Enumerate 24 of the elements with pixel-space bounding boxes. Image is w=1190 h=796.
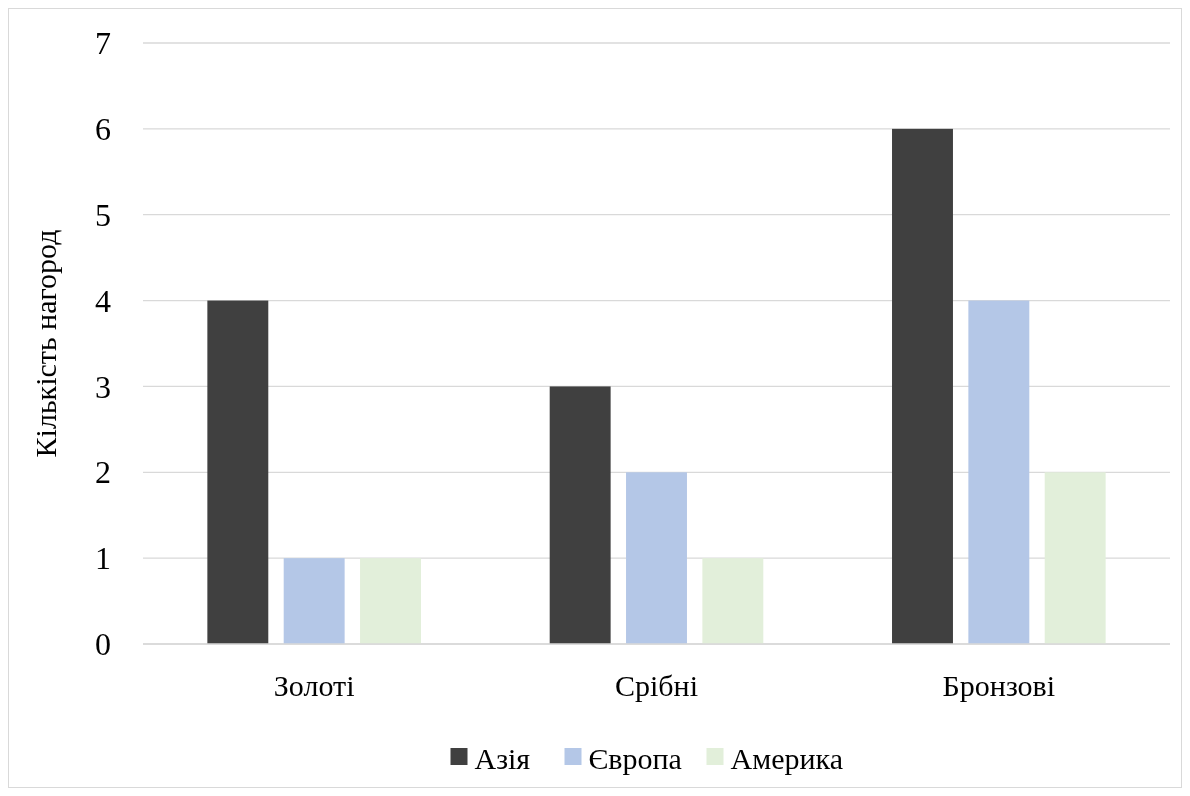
legend-label: Азія <box>474 741 531 775</box>
bar <box>892 128 953 644</box>
legend-label: Європа <box>588 741 682 775</box>
x-tick-label: Золоті <box>273 669 355 702</box>
bar <box>1044 472 1106 644</box>
y-tick-label: 1 <box>95 540 111 577</box>
bar <box>626 472 687 644</box>
y-tick-label: 7 <box>95 25 111 62</box>
x-tick-label: Бронзові <box>942 669 1056 702</box>
x-tick-label: Срібні <box>615 669 698 702</box>
bar <box>549 386 611 644</box>
bar <box>968 300 1030 644</box>
legend-label: Америка <box>730 741 843 775</box>
y-tick-label: 4 <box>95 282 111 319</box>
bar <box>702 558 764 644</box>
bar <box>207 300 269 644</box>
y-tick-label: 3 <box>95 368 111 405</box>
y-tick-label: 0 <box>95 626 111 663</box>
y-tick-label: 2 <box>95 454 111 491</box>
y-tick-label: 5 <box>95 196 111 233</box>
y-axis-title: Кількість нагород <box>29 229 62 458</box>
bar <box>283 558 345 644</box>
y-tick-label: 6 <box>95 111 111 148</box>
bar <box>360 558 421 644</box>
